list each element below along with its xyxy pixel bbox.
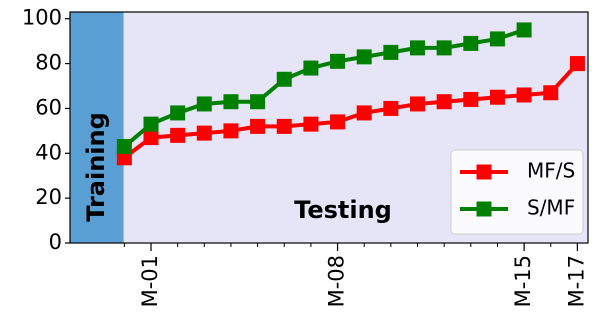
data-point-mfs bbox=[569, 56, 585, 72]
data-point-smf bbox=[276, 71, 292, 87]
x-tick-label: M-01 bbox=[138, 255, 162, 307]
data-point-smf bbox=[250, 94, 266, 110]
x-minor-ticks bbox=[123, 243, 578, 247]
data-point-smf bbox=[303, 60, 319, 76]
series-markers bbox=[116, 22, 585, 166]
y-tick-label: 0 bbox=[49, 230, 62, 254]
data-point-smf bbox=[170, 105, 186, 121]
legend: MF/S S/MF bbox=[450, 149, 584, 235]
data-point-mfs bbox=[170, 127, 186, 143]
data-point-smf bbox=[116, 139, 132, 155]
legend-marker-smf bbox=[476, 201, 492, 217]
data-point-mfs bbox=[223, 123, 239, 139]
data-point-smf bbox=[330, 53, 346, 69]
x-axis: M-01 M-08 M-15 M-17 bbox=[138, 243, 588, 307]
data-point-smf bbox=[383, 44, 399, 60]
legend-item-mfs: MF/S bbox=[460, 159, 575, 183]
training-label: Training bbox=[82, 112, 110, 222]
training-region bbox=[70, 12, 124, 243]
data-point-mfs bbox=[543, 85, 559, 101]
x-tick-label: M-15 bbox=[511, 255, 535, 307]
data-point-smf bbox=[356, 49, 372, 65]
data-point-mfs bbox=[196, 125, 212, 141]
legend-label-mfs: MF/S bbox=[527, 159, 575, 183]
data-point-mfs bbox=[383, 100, 399, 116]
y-tick-label: 100 bbox=[22, 6, 62, 30]
data-point-smf bbox=[410, 40, 425, 56]
data-point-mfs bbox=[436, 94, 452, 110]
data-point-smf bbox=[516, 22, 532, 38]
data-point-smf bbox=[463, 35, 479, 51]
data-point-mfs bbox=[143, 130, 159, 146]
x-tick-label: M-08 bbox=[325, 255, 349, 307]
y-tick-label: 20 bbox=[35, 185, 62, 209]
data-point-mfs bbox=[250, 118, 266, 134]
data-point-mfs bbox=[356, 105, 372, 121]
y-tick-label: 60 bbox=[35, 95, 62, 119]
data-point-mfs bbox=[276, 118, 292, 134]
legend-label-smf: S/MF bbox=[527, 196, 575, 220]
data-point-smf bbox=[143, 116, 159, 132]
legend-item-smf: S/MF bbox=[460, 196, 575, 220]
data-point-mfs bbox=[303, 116, 319, 132]
x-tick-label: M-17 bbox=[564, 255, 588, 307]
y-axis: 0 20 40 60 80 100 bbox=[22, 6, 70, 254]
data-point-mfs bbox=[463, 91, 479, 107]
data-point-smf bbox=[223, 94, 239, 110]
testing-label: Testing bbox=[294, 196, 392, 224]
data-point-mfs bbox=[489, 89, 505, 105]
data-point-smf bbox=[196, 96, 212, 112]
plot-frame bbox=[69, 11, 589, 244]
data-point-smf bbox=[489, 31, 505, 47]
y-tick-label: 40 bbox=[35, 140, 62, 164]
data-point-mfs bbox=[516, 87, 532, 103]
series-line-smf bbox=[123, 28, 525, 149]
legend-marker-mfs bbox=[476, 164, 492, 180]
data-point-smf bbox=[436, 40, 452, 56]
data-point-mfs bbox=[410, 96, 425, 112]
y-tick-label: 80 bbox=[35, 51, 62, 75]
data-point-mfs bbox=[330, 114, 346, 130]
